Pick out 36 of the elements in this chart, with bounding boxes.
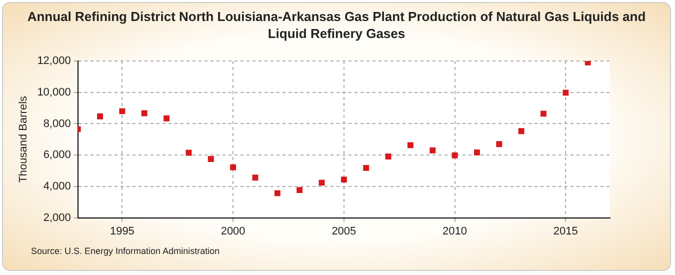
- point: [407, 142, 414, 148]
- point: [562, 90, 569, 96]
- x-tick-label: 2010: [442, 225, 468, 238]
- point: [208, 156, 214, 162]
- y-tick-label: 10,000: [37, 86, 71, 98]
- y-tick-label: 6,000: [43, 149, 71, 162]
- source-note: Source: U.S. Energy Information Administration: [31, 246, 220, 256]
- x-tick-label: 2005: [332, 225, 356, 238]
- point: [252, 174, 258, 181]
- point: [164, 115, 170, 122]
- point: [540, 110, 546, 117]
- point: [340, 176, 347, 183]
- y-tick-label: 4,000: [43, 180, 71, 192]
- point: [452, 152, 458, 158]
- chart-title: Annual Refining District North Louisiana-Arkansas Gas Plant Production of Natural Gas Liquids and Liquid Refinery Gases: [26, 8, 647, 42]
- point: [496, 141, 502, 148]
- x-tick-label: 2015: [553, 225, 578, 238]
- point: [385, 154, 392, 160]
- point: [430, 147, 436, 154]
- y-axis-title: Thousand Barrels: [18, 95, 30, 183]
- point: [119, 108, 126, 114]
- x-tick-label: 1995: [110, 225, 134, 238]
- point: [518, 128, 524, 134]
- point: [318, 180, 325, 186]
- x-tick-label: 2000: [220, 225, 246, 238]
- y-tick-label: 12,000: [37, 55, 71, 68]
- point: [97, 113, 103, 120]
- point: [296, 187, 303, 194]
- point: [230, 164, 236, 170]
- y-tick-label: 2,000: [43, 212, 71, 224]
- point: [474, 149, 480, 156]
- point: [186, 150, 192, 156]
- point: [141, 110, 148, 116]
- y-tick-label: 8,000: [43, 118, 71, 130]
- point: [274, 190, 280, 196]
- point: [363, 164, 370, 171]
